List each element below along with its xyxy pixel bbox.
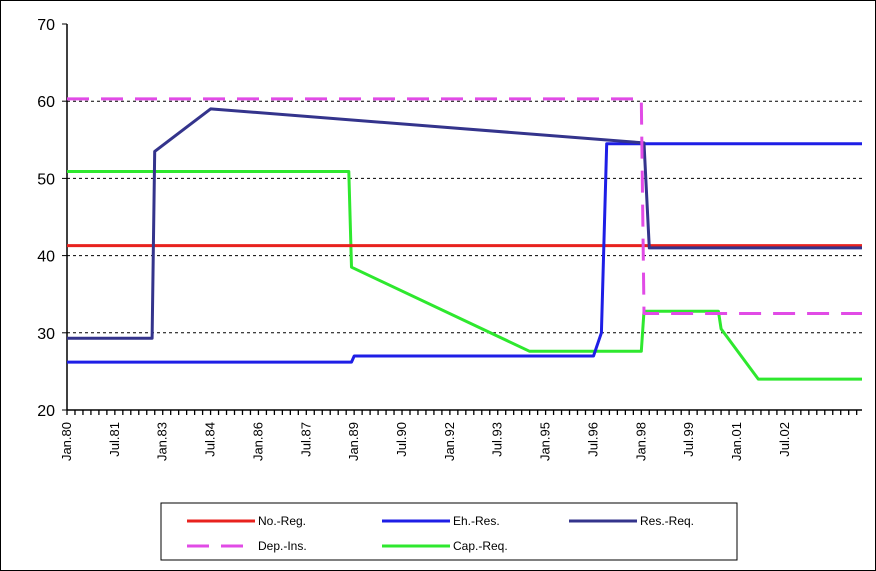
x-tick-label: Jul.84 [203, 422, 218, 457]
x-tick-label: Jan.80 [59, 422, 74, 461]
y-tick-label: 50 [37, 171, 55, 188]
x-tick-label: Jul.81 [107, 422, 122, 457]
x-tick-label: Jul.87 [298, 422, 313, 457]
x-tick-label: Jul.90 [394, 422, 409, 457]
x-tick-label: Jan.83 [155, 422, 170, 461]
y-tick-labels: 20 30 40 50 60 70 [37, 17, 55, 420]
y-tick-label: 30 [37, 326, 55, 343]
series-line-eh-res [67, 142, 862, 364]
x-tick-label: Jan.95 [538, 422, 553, 461]
legend-label: No.-Reg. [258, 514, 306, 528]
x-tick-label: Jan.98 [633, 422, 648, 461]
y-tick-label: 60 [37, 94, 55, 111]
y-tick-label: 40 [37, 249, 55, 266]
x-tick-label: Jan.01 [729, 422, 744, 461]
gridlines [67, 100, 862, 334]
x-tick-label: Jul.96 [585, 422, 600, 457]
y-tick-label: 20 [37, 403, 55, 420]
legend-label: Res.-Req. [640, 514, 694, 528]
x-tick-labels: Jan.80 Jul.81 Jan.83 Jul.84 Jan.86 Jul.87 Jan.… [59, 422, 792, 461]
legend: No.-Reg. Eh.-Res. Res.-Req. Dep.-Ins. Cap.-R… [160, 502, 738, 561]
axes [62, 23, 862, 415]
x-tick-label: Jul.02 [777, 422, 792, 457]
series-lines [67, 97, 862, 381]
legend-box [160, 502, 738, 561]
series-line-res-req [67, 107, 862, 340]
y-tick-label: 70 [37, 17, 55, 34]
legend-label: Cap.-Req. [453, 539, 508, 553]
series-line-dep-ins [67, 97, 862, 315]
legend-label: Dep.-Ins. [258, 539, 307, 553]
legend-label: Eh.-Res. [453, 514, 500, 528]
x-tick-label: Jan.89 [346, 422, 361, 461]
x-tick-label: Jul.99 [681, 422, 696, 457]
series-line-cap-req [67, 170, 862, 381]
x-tick-label: Jan.86 [250, 422, 265, 461]
x-tick-label: Jan.92 [442, 422, 457, 461]
x-tick-label: Jul.93 [490, 422, 505, 457]
